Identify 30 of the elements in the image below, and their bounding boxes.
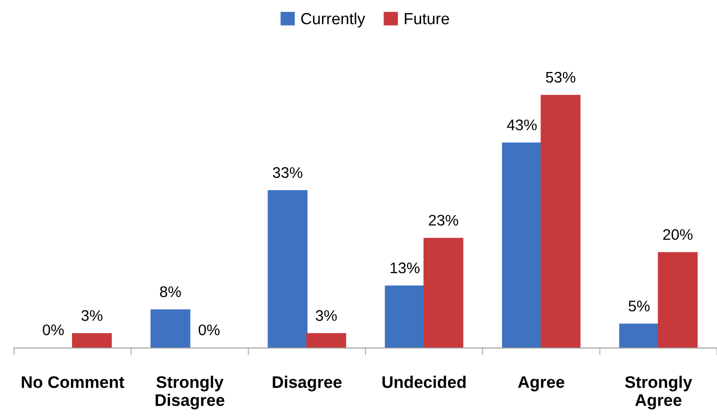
data-label: 20% — [663, 229, 692, 240]
x-tick-label: Undecided — [382, 376, 466, 388]
bar — [384, 285, 425, 348]
x-tick-label: No Comment — [22, 376, 124, 388]
legend-label: Currently — [301, 12, 366, 28]
data-label: 5% — [628, 300, 650, 312]
bar — [540, 94, 580, 348]
bar — [619, 324, 659, 348]
bar — [658, 252, 698, 348]
data-label: 8% — [160, 286, 181, 298]
bar — [424, 238, 464, 348]
bar — [150, 309, 190, 348]
x-tick-label: Strongly Disagree — [156, 376, 224, 410]
bar — [306, 333, 346, 348]
data-label: 23% — [428, 214, 458, 226]
data-label: 3% — [316, 310, 337, 321]
bar — [268, 190, 308, 348]
data-label: 53% — [546, 72, 576, 83]
data-label: 0% — [42, 324, 64, 336]
data-label: 0% — [198, 324, 220, 336]
x-tick-label: Agree — [518, 376, 564, 392]
data-label: 3% — [81, 310, 102, 321]
bar — [502, 142, 542, 348]
data-label: 33% — [272, 167, 302, 178]
data-label: 13% — [390, 262, 420, 274]
legend-label: Future — [404, 13, 450, 24]
x-tick-label: Strongly Agree — [625, 376, 692, 410]
bar — [72, 333, 112, 348]
data-label: 43% — [506, 120, 537, 130]
x-tick-label: Disagree — [272, 376, 342, 392]
